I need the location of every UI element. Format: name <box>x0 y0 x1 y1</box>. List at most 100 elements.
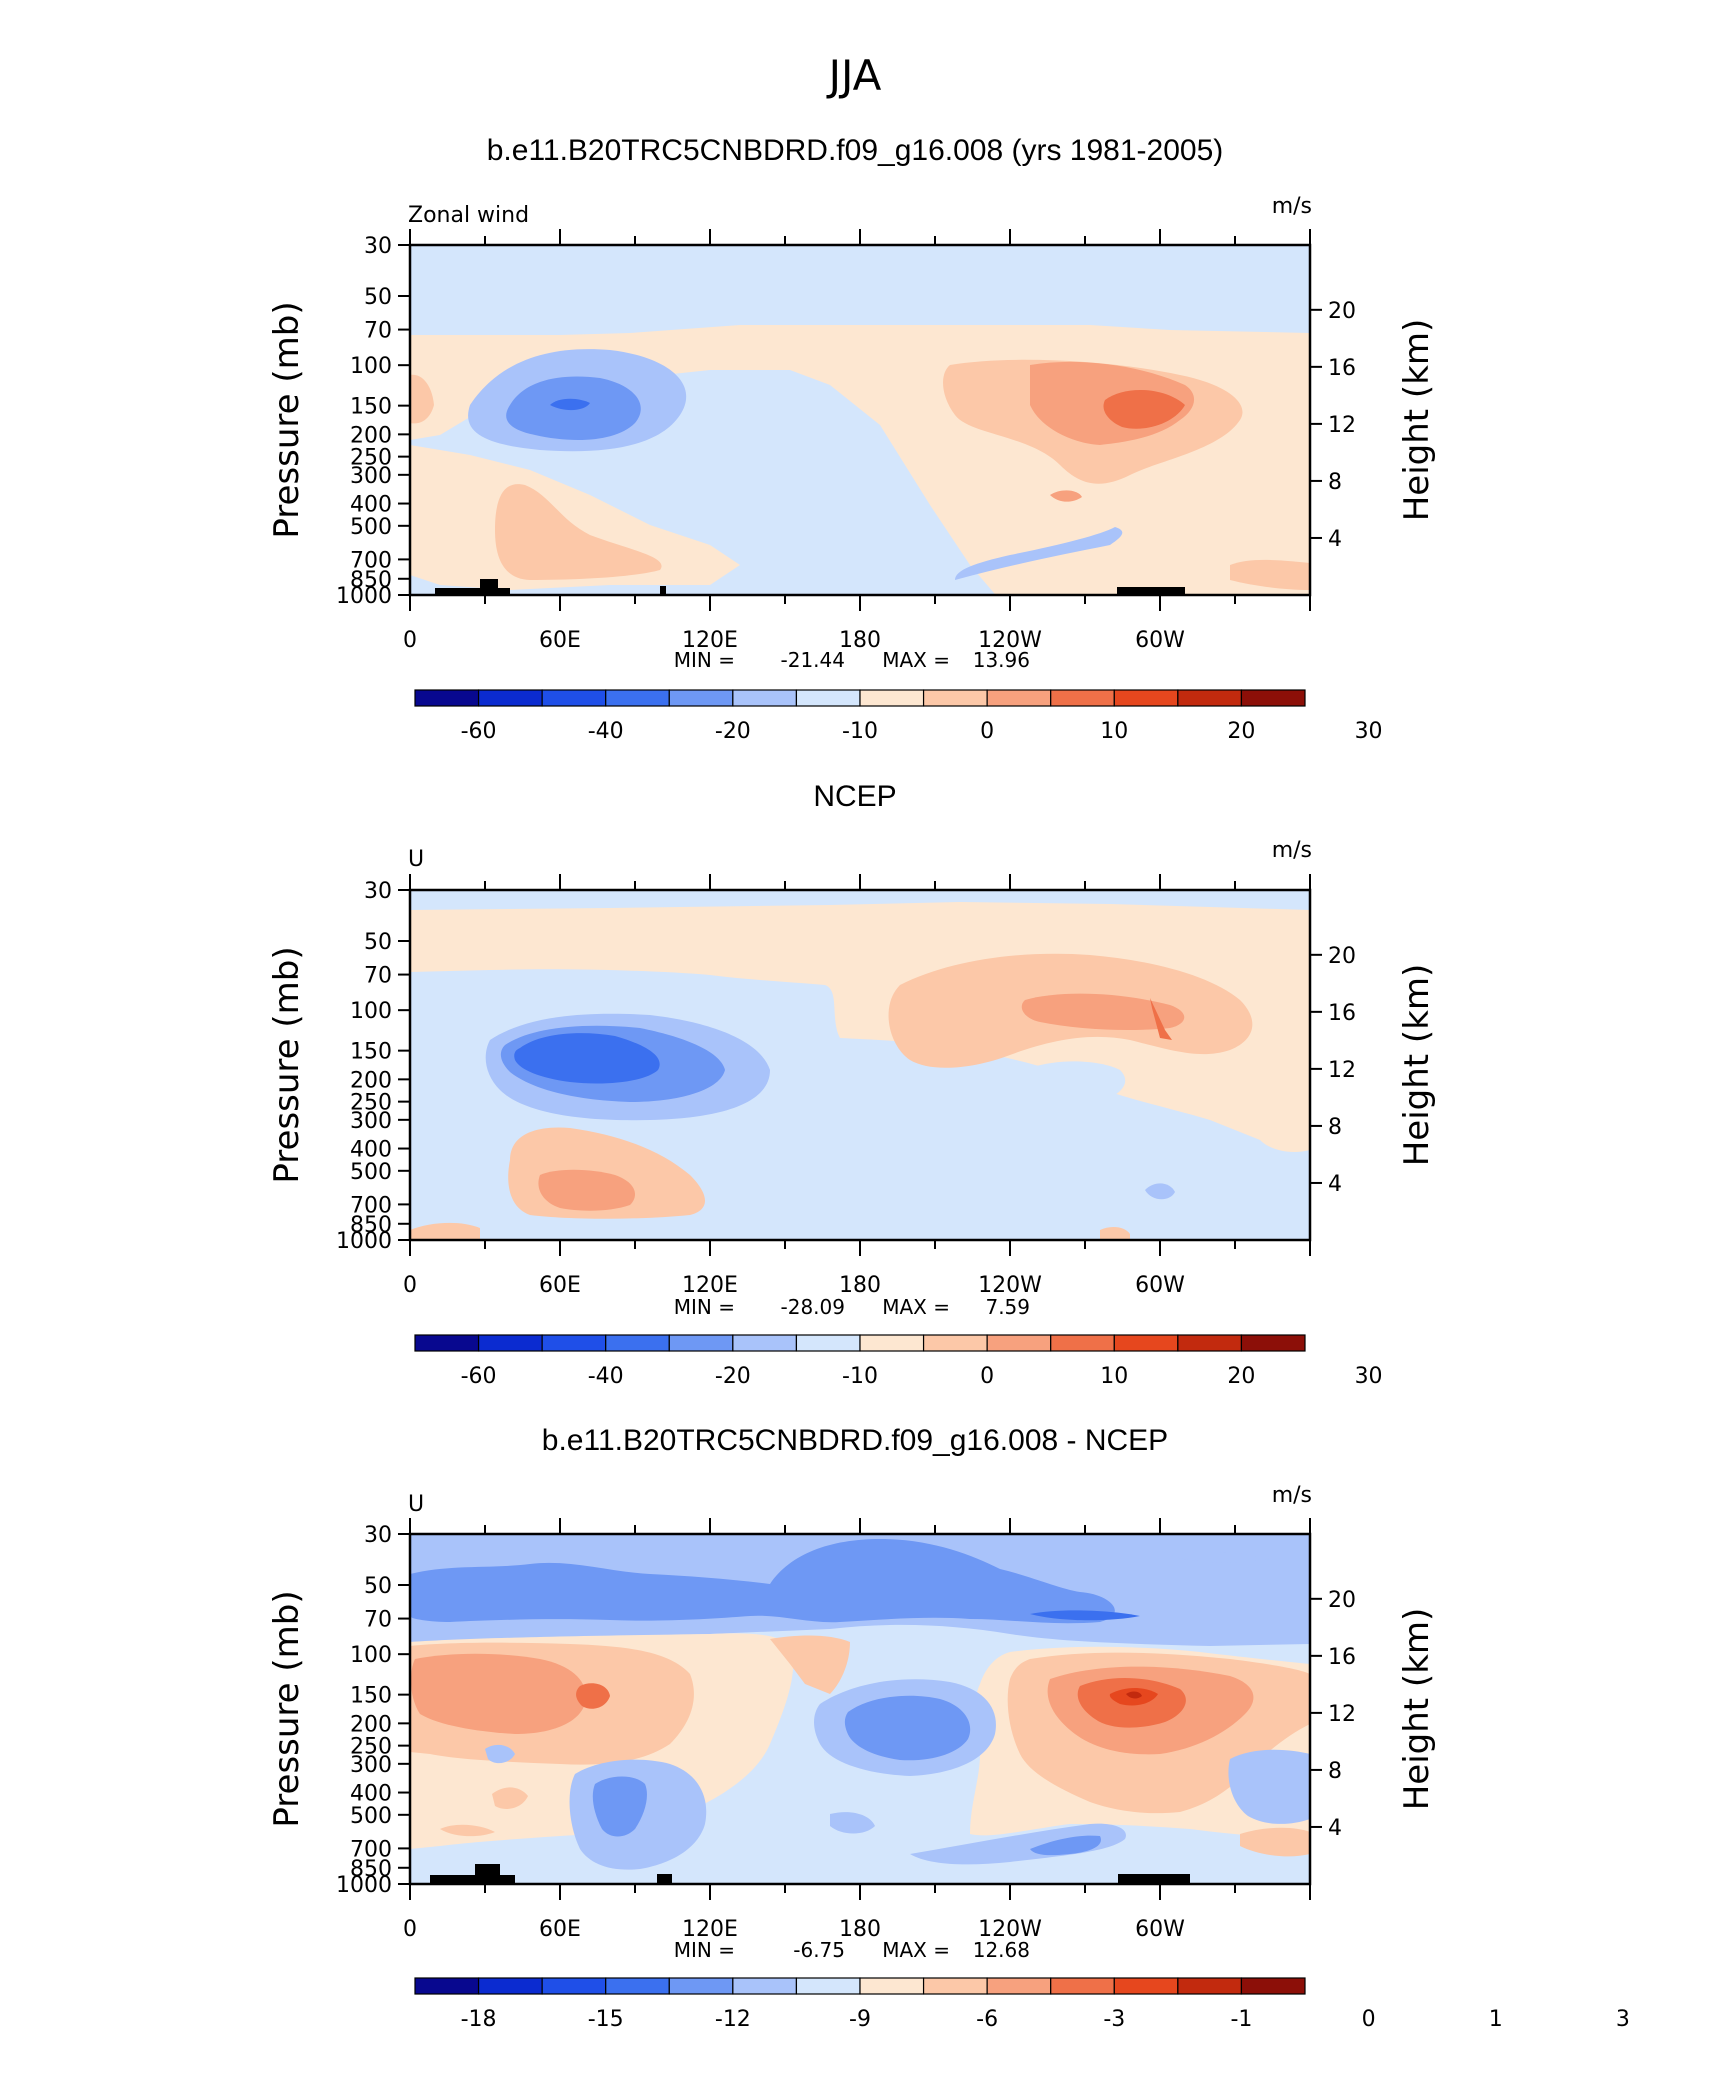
contour-band <box>410 1653 586 1734</box>
colorbar-swatch <box>414 1334 480 1352</box>
contour-band <box>576 1683 610 1709</box>
colorbar-swatch <box>1050 1977 1115 1995</box>
pressure-tick-label: 30 <box>364 879 392 904</box>
colorbar-swatch <box>541 1977 607 1995</box>
colorbar-label: 0 <box>980 719 994 744</box>
colorbar-swatch <box>605 1977 670 1995</box>
colorbar-swatch <box>1113 1334 1179 1352</box>
pressure-tick-label: 30 <box>364 1523 392 1548</box>
contour-band <box>1230 559 1310 590</box>
colorbar-swatch <box>795 1977 861 1995</box>
colorbar-swatch <box>859 1334 925 1352</box>
longitude-tick-label: 120W <box>978 1917 1042 1942</box>
colorbar-label: -20 <box>715 719 751 744</box>
colorbar-swatch <box>1177 1977 1243 1995</box>
panel-1-units: m/s <box>1272 194 1312 219</box>
colorbar-label: 3 <box>1616 2007 1630 2032</box>
panel-2-title: NCEP <box>813 780 896 813</box>
colorbar-label: 30 <box>1355 719 1383 744</box>
height-tick-label: 8 <box>1328 470 1342 495</box>
colorbar-label: 0 <box>980 1364 994 1389</box>
panel-2-plot-area: 3050701001502002503004005007008501000481… <box>267 874 1437 1298</box>
pressure-tick-label: 150 <box>350 1040 392 1065</box>
panel-difference: b.e11.B20TRC5CNBDRD.f09_g16.008 - NCEP U… <box>267 1424 1630 2032</box>
pressure-tick-label: 70 <box>364 1608 392 1633</box>
contour-band <box>410 1539 1115 1624</box>
contour-band <box>955 527 1123 580</box>
pressure-tick-label: 500 <box>350 515 392 540</box>
colorbar-swatch <box>1050 1334 1115 1352</box>
contour-band <box>1126 1691 1142 1699</box>
longitude-tick-label: 120E <box>682 1917 738 1942</box>
colorbar-swatch <box>1240 689 1306 707</box>
longitude-tick-label: 0 <box>403 1273 417 1298</box>
colorbar-label: 30 <box>1355 1364 1383 1389</box>
contour-band <box>550 398 590 411</box>
pressure-tick-label: 850 <box>350 568 392 593</box>
pressure-tick-label: 500 <box>350 1804 392 1829</box>
panel-2-units: m/s <box>1272 838 1312 863</box>
pressure-tick-label: 150 <box>350 395 392 420</box>
longitude-tick-label: 60E <box>539 1273 581 1298</box>
colorbar-swatch <box>541 689 607 707</box>
colorbar-label: -60 <box>461 1364 497 1389</box>
colorbar-label: -40 <box>588 1364 624 1389</box>
longitude-tick-label: 60W <box>1135 628 1185 653</box>
contour-band <box>1030 1835 1101 1856</box>
pressure-tick-label: 850 <box>350 1857 392 1882</box>
colorbar-label: 20 <box>1227 1364 1255 1389</box>
pressure-tick-label: 100 <box>350 1643 392 1668</box>
y-axis-label-height: Height (km) <box>1397 319 1437 522</box>
colorbar-label: -12 <box>715 2007 751 2032</box>
colorbar-swatch <box>795 689 861 707</box>
colorbar-swatch <box>605 689 670 707</box>
colorbar-swatch <box>414 689 480 707</box>
panel-1-axes: 3050701001502002503004005007008501000481… <box>267 229 1437 653</box>
pressure-tick-label: 300 <box>350 1109 392 1134</box>
colorbar-swatch <box>1113 689 1179 707</box>
pressure-tick-label: 1000 <box>336 1873 392 1898</box>
colorbar-label: -10 <box>842 719 878 744</box>
height-tick-label: 8 <box>1328 1115 1342 1140</box>
colorbar-swatch <box>859 1977 925 1995</box>
pressure-tick-label: 300 <box>350 1753 392 1778</box>
panel-2-max-label: MAX = <box>882 1295 950 1319</box>
colorbar-label: 10 <box>1100 719 1128 744</box>
panel-1-contour-field <box>410 245 1310 595</box>
pressure-tick-label: 50 <box>364 285 392 310</box>
panel-3-min-value: -6.75 <box>793 1938 845 1962</box>
contour-band <box>910 1823 1126 1865</box>
panel-1-colorbar: -60 -40 -20 -10 0 10 20 30 <box>414 689 1383 744</box>
colorbar-swatch <box>922 1977 988 1995</box>
panel-2-axes: 3050701001502002503004005007008501000481… <box>267 874 1437 1298</box>
colorbar-swatch <box>477 1977 543 1995</box>
pressure-tick-label: 100 <box>350 354 392 379</box>
longitude-tick-label: 180 <box>839 1917 881 1942</box>
colorbar-swatch <box>477 1334 543 1352</box>
contour-band <box>844 1695 971 1761</box>
y-axis-label-height: Height (km) <box>1397 1608 1437 1811</box>
contour-band <box>592 1776 647 1837</box>
colorbar-swatch <box>922 689 988 707</box>
colorbar-label: 20 <box>1227 719 1255 744</box>
panel-1-variable-label: Zonal wind <box>408 203 529 228</box>
panel-3-max-value: 12.68 <box>973 1938 1030 1962</box>
longitude-tick-label: 60W <box>1135 1917 1185 1942</box>
height-tick-label: 4 <box>1328 1816 1342 1841</box>
pressure-tick-label: 200 <box>350 1068 392 1093</box>
pressure-tick-label: 50 <box>364 930 392 955</box>
colorbar-label: -18 <box>461 2007 497 2032</box>
pressure-tick-label: 100 <box>350 999 392 1024</box>
pressure-tick-label: 50 <box>364 1574 392 1599</box>
panel-model: b.e11.B20TRC5CNBDRD.f09_g16.008 (yrs 198… <box>267 134 1437 744</box>
pressure-tick-label: 70 <box>364 319 392 344</box>
panel-2-contour-field <box>410 890 1310 1240</box>
colorbar-swatch <box>732 689 798 707</box>
pressure-tick-label: 150 <box>350 1684 392 1709</box>
contour-band <box>1145 1183 1175 1200</box>
colorbar-label: -3 <box>1103 2007 1125 2032</box>
longitude-tick-label: 60E <box>539 1917 581 1942</box>
height-tick-label: 4 <box>1328 527 1342 552</box>
colorbar-swatch <box>477 689 543 707</box>
colorbar-swatch <box>605 1334 670 1352</box>
